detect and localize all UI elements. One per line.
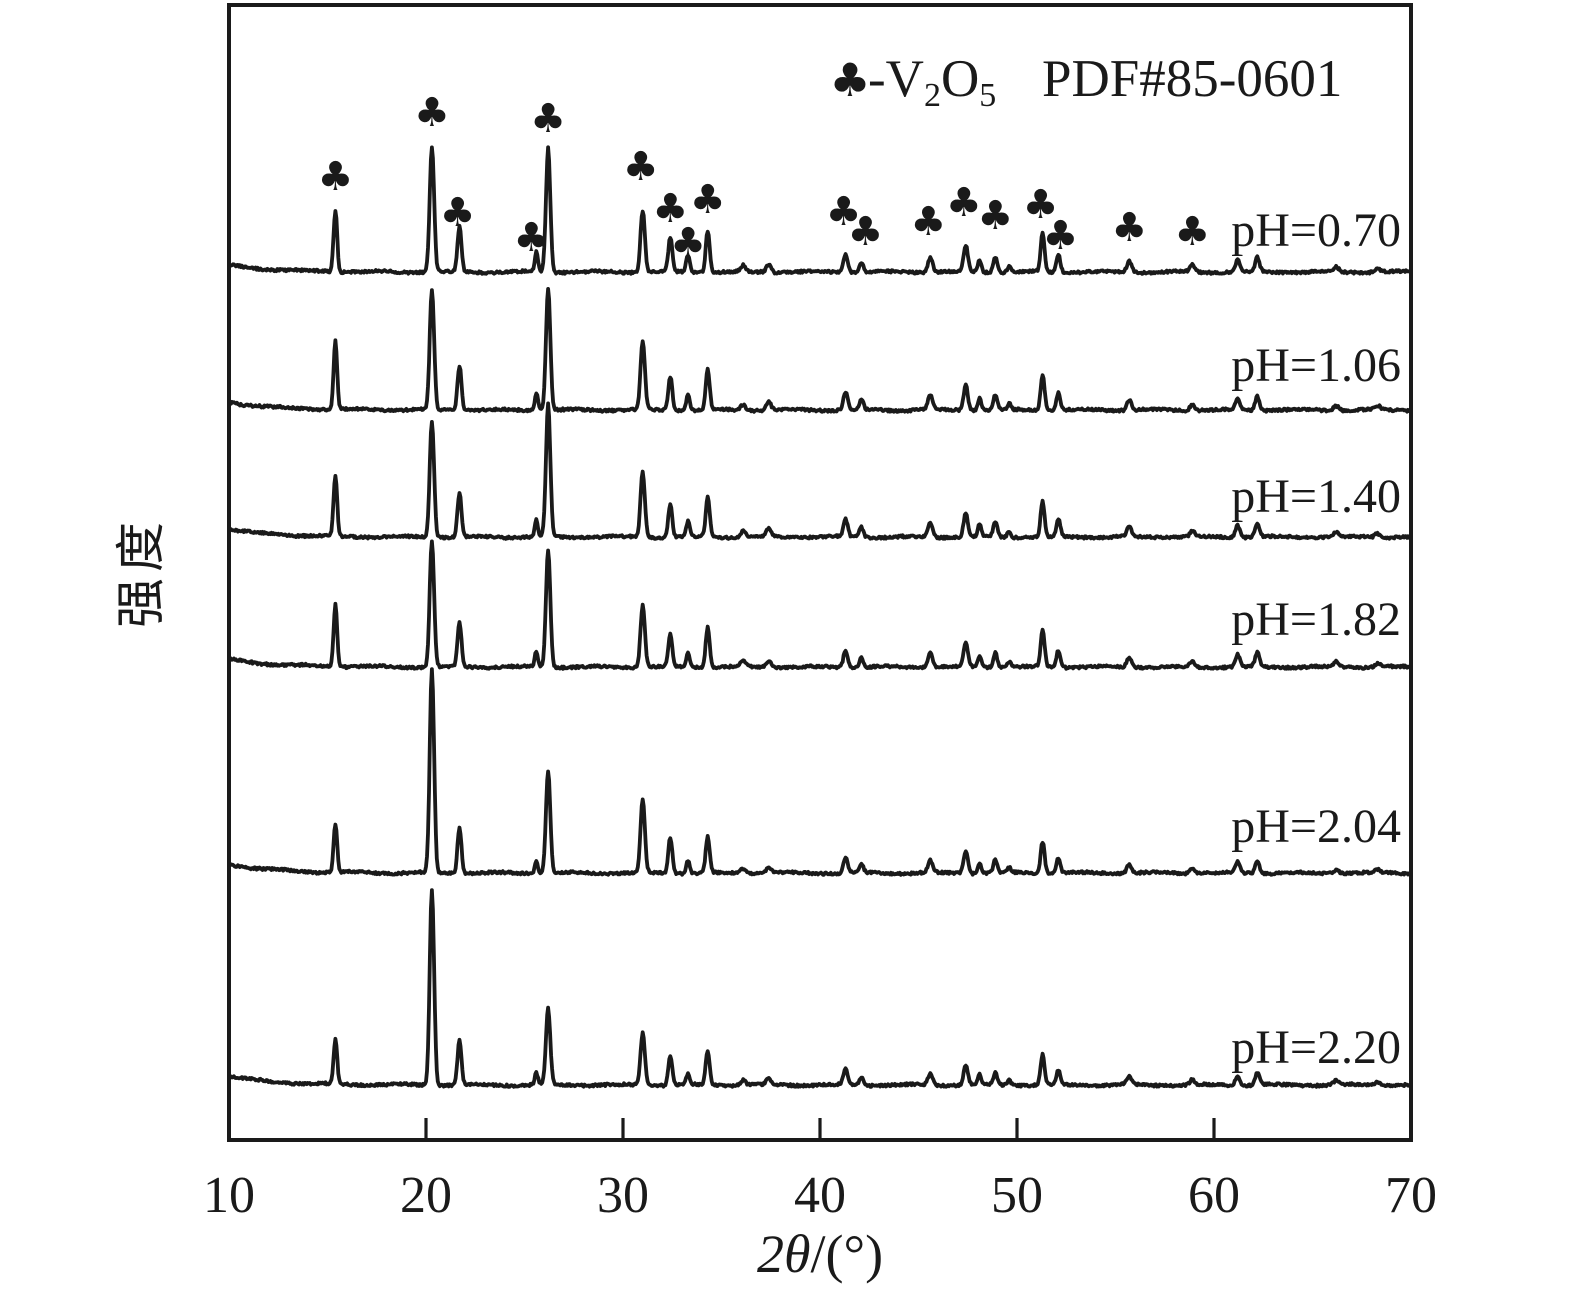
club-icon: ♣ (652, 186, 688, 232)
club-icon: ♣ (414, 90, 450, 136)
x-tick-label-20: 20 (400, 1167, 452, 1224)
series-label-pH-2.20: pH=2.20 (1231, 1021, 1401, 1074)
series-label-pH-0.70: pH=0.70 (1231, 204, 1401, 257)
xrd-trace-pH-1.82 (227, 539, 1413, 671)
xrd-trace-pH-0.70 (227, 145, 1413, 276)
series-label-pH-1.82: pH=1.82 (1231, 593, 1401, 646)
club-icon: ♣ (1174, 209, 1210, 255)
series-label-pH-2.04: pH=2.04 (1231, 800, 1401, 853)
xrd-trace-pH-2.20 (227, 888, 1413, 1089)
club-icon: ♣ (910, 199, 946, 245)
club-icon: ♣ (317, 154, 353, 200)
club-icon: ♣ (530, 96, 566, 142)
xrd-trace-pH-1.06 (227, 287, 1413, 414)
x-tick-label-50: 50 (991, 1167, 1043, 1224)
club-icon: ♣ (623, 144, 659, 190)
club-icon: ♣ (1042, 213, 1078, 259)
club-icon: ♣ (847, 209, 883, 255)
x-tick-label-60: 60 (1188, 1167, 1240, 1224)
legend-club-icon: ♣ (829, 53, 870, 107)
club-icon: ♣ (1111, 205, 1147, 251)
series-label-pH-1.40: pH=1.40 (1231, 470, 1401, 523)
club-icon: ♣ (826, 189, 862, 235)
xrd-trace-pH-2.04 (227, 667, 1413, 877)
legend-phase-label: -V2O5 (868, 50, 996, 114)
y-axis-title: 强度 (113, 516, 169, 628)
xrd-trace-pH-1.40 (227, 401, 1413, 541)
club-icon: ♣ (977, 193, 1013, 239)
club-icon: ♣ (670, 220, 706, 266)
series-label-pH-1.06: pH=1.06 (1231, 339, 1401, 392)
legend-pdf-card: PDF#85-0601 (1042, 50, 1342, 108)
x-tick-label-30: 30 (597, 1167, 649, 1224)
club-icon: ♣ (1023, 182, 1059, 228)
plot-frame (227, 3, 1413, 1142)
x-tick-label-70: 70 (1385, 1167, 1437, 1224)
club-icon: ♣ (440, 190, 476, 236)
club-icon: ♣ (690, 177, 726, 223)
x-tick-label-40: 40 (794, 1167, 846, 1224)
club-icon: ♣ (946, 180, 982, 226)
club-icon: ♣ (513, 215, 549, 261)
x-tick-label-10: 10 (203, 1167, 255, 1224)
x-axis-title: 2θ/(°) (757, 1224, 883, 1284)
